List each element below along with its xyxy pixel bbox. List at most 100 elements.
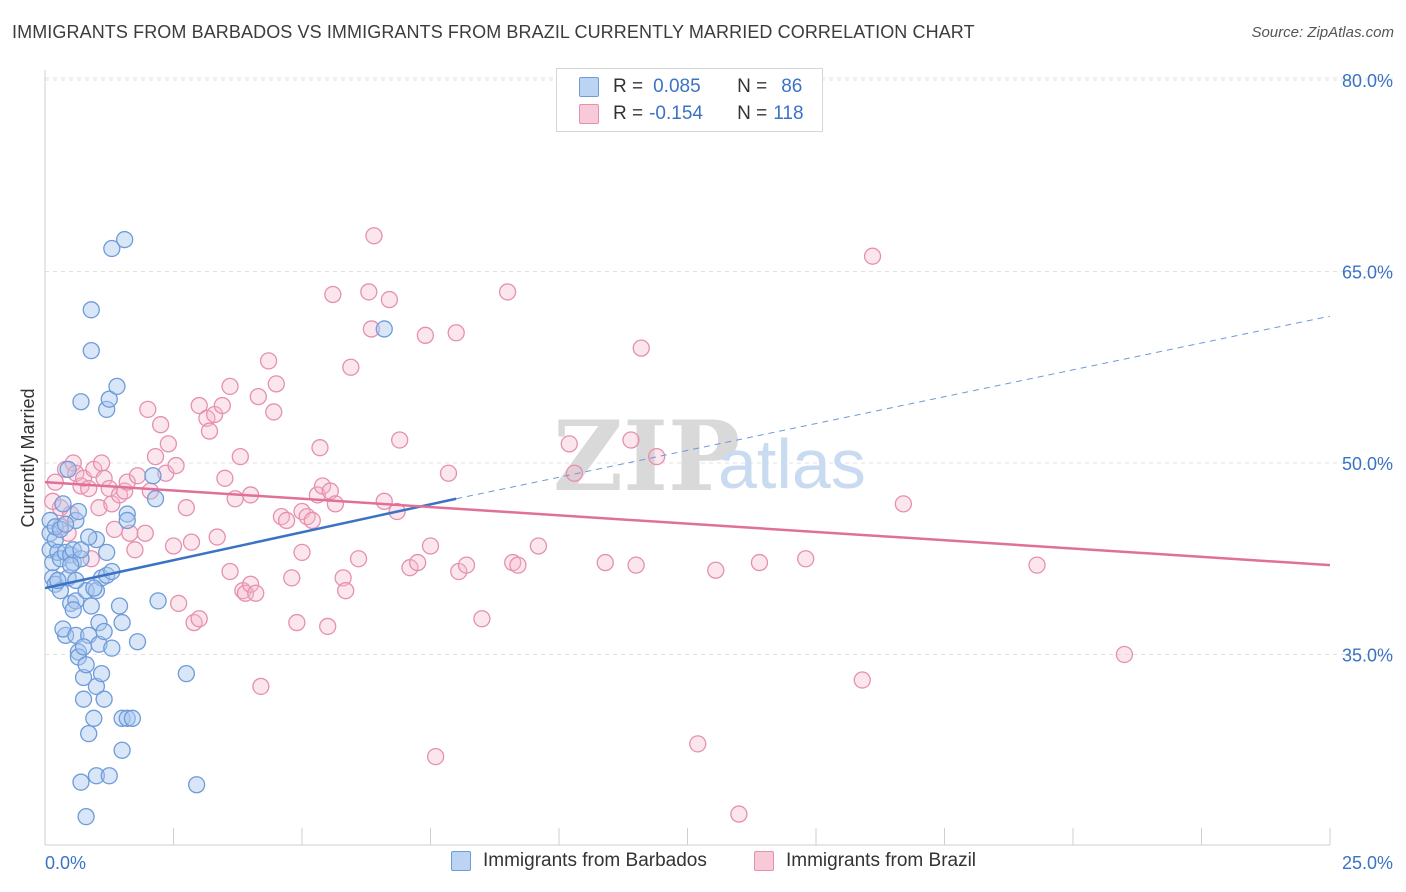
brazil-point (216, 469, 234, 487)
legend-row-brazil: R = -0.154 N = 118 (579, 102, 804, 126)
brazil-point (190, 610, 208, 628)
barbados-point (85, 579, 103, 597)
barbados-point (69, 502, 88, 521)
brazil-point (1115, 645, 1134, 664)
brazil-point (182, 533, 201, 551)
brazil-point (200, 422, 219, 440)
legend-label-barbados: Immigrants from Barbados (483, 850, 707, 871)
brazil-point (730, 805, 748, 823)
barbados-point (85, 709, 103, 727)
brazil-point (509, 556, 527, 574)
barbados-point (103, 239, 121, 258)
barbados-point (95, 622, 113, 641)
brazil-point (136, 524, 154, 542)
watermark-zip: ZIP (553, 400, 740, 513)
y-tick-label: 80.0% (1342, 71, 1393, 91)
brazil-point (249, 387, 267, 406)
legend-n-value: 86 (781, 76, 803, 97)
barbados-point (118, 709, 136, 727)
brazil-point (252, 677, 270, 696)
brazil-point (1028, 556, 1046, 574)
x-tick-label: 25.0% (1342, 853, 1393, 873)
legend-item-brazil[interactable]: Immigrants from Brazil (754, 850, 976, 872)
barbados-point (72, 541, 90, 559)
brazil-point (277, 511, 296, 530)
brazil-point (90, 499, 108, 517)
brazil-point (622, 431, 640, 449)
legend-n-label: N = (737, 103, 768, 124)
brazil-point (498, 283, 517, 301)
brazil-point (126, 541, 144, 559)
barbados-point (87, 767, 106, 785)
brazil-point (632, 339, 650, 357)
barbados-point (46, 530, 64, 549)
brazil-point (707, 561, 725, 579)
y-axis-label: Currently Married (18, 388, 38, 527)
legend-label-brazil: Immigrants from Brazil (786, 850, 977, 871)
brazil-point (439, 464, 458, 482)
legend-row-barbados: R = 0.085 N = 86 (579, 75, 802, 99)
brazil-point (362, 320, 381, 338)
brazil-point (627, 556, 645, 574)
brazil-point (349, 550, 368, 568)
barbados-point (72, 550, 90, 568)
brazil-point (267, 375, 285, 393)
brazil-point (565, 464, 584, 482)
brazil-point (241, 575, 260, 593)
brazil-point (167, 456, 185, 475)
brazil-point (797, 550, 815, 568)
legend-r-value: 0.085 (653, 76, 701, 97)
chart-title: IMMIGRANTS FROM BARBADOS VS IMMIGRANTS F… (12, 22, 975, 42)
barbados-point (64, 601, 82, 619)
brazil-point (416, 326, 435, 344)
barbados-point (110, 597, 129, 615)
barbados-point (56, 515, 75, 533)
barbados-point (98, 400, 116, 419)
y-tick-label: 65.0% (1342, 263, 1393, 283)
brazil-point (44, 492, 62, 510)
brazil-point (689, 735, 707, 753)
watermark-atlas: atlas (718, 425, 866, 503)
barbados-point (118, 505, 136, 523)
brazil-point (648, 447, 666, 466)
brazil-point (169, 594, 188, 613)
brazil-point (92, 454, 111, 472)
barbados-point (113, 613, 131, 632)
brazil-point (164, 537, 183, 555)
legend-swatch-brazil (579, 104, 599, 124)
brazil-point (177, 499, 196, 517)
barbados-point (98, 543, 116, 562)
barbados-point (82, 342, 100, 360)
barbados-point (74, 638, 93, 656)
legend-r-value: -0.154 (649, 103, 703, 124)
barbados-point (103, 639, 121, 657)
brazil-point (293, 543, 311, 562)
legend-item-barbados[interactable]: Immigrants from Barbados (451, 850, 707, 872)
brazil-trend-line (44, 480, 1331, 567)
barbados-point (118, 511, 136, 530)
barbados-point (69, 643, 88, 661)
trend-lines (44, 315, 1331, 590)
source-note: Source: ZipAtlas.com (1251, 24, 1394, 41)
barbados-point (100, 390, 118, 408)
watermark: ZIP atlas (553, 400, 866, 513)
brazil-point (596, 553, 614, 572)
barbados-trend-extension (456, 315, 1331, 500)
barbados-point (146, 490, 165, 508)
barbados-point (100, 767, 118, 785)
barbados-point (108, 377, 126, 396)
brazil-point (311, 439, 329, 457)
brazil-point (259, 352, 278, 370)
brazil-point (221, 377, 239, 396)
barbados-point (187, 776, 206, 794)
barbados-point (123, 709, 142, 727)
x-tick-label: 0.0% (45, 853, 86, 873)
brazil-point (247, 584, 265, 602)
brazil-point (288, 613, 306, 632)
brazil-point (128, 467, 147, 485)
legend-n-label: N = (737, 76, 768, 97)
brazil-point (894, 495, 913, 513)
barbados-point (62, 556, 80, 574)
barbados-point (82, 301, 100, 319)
